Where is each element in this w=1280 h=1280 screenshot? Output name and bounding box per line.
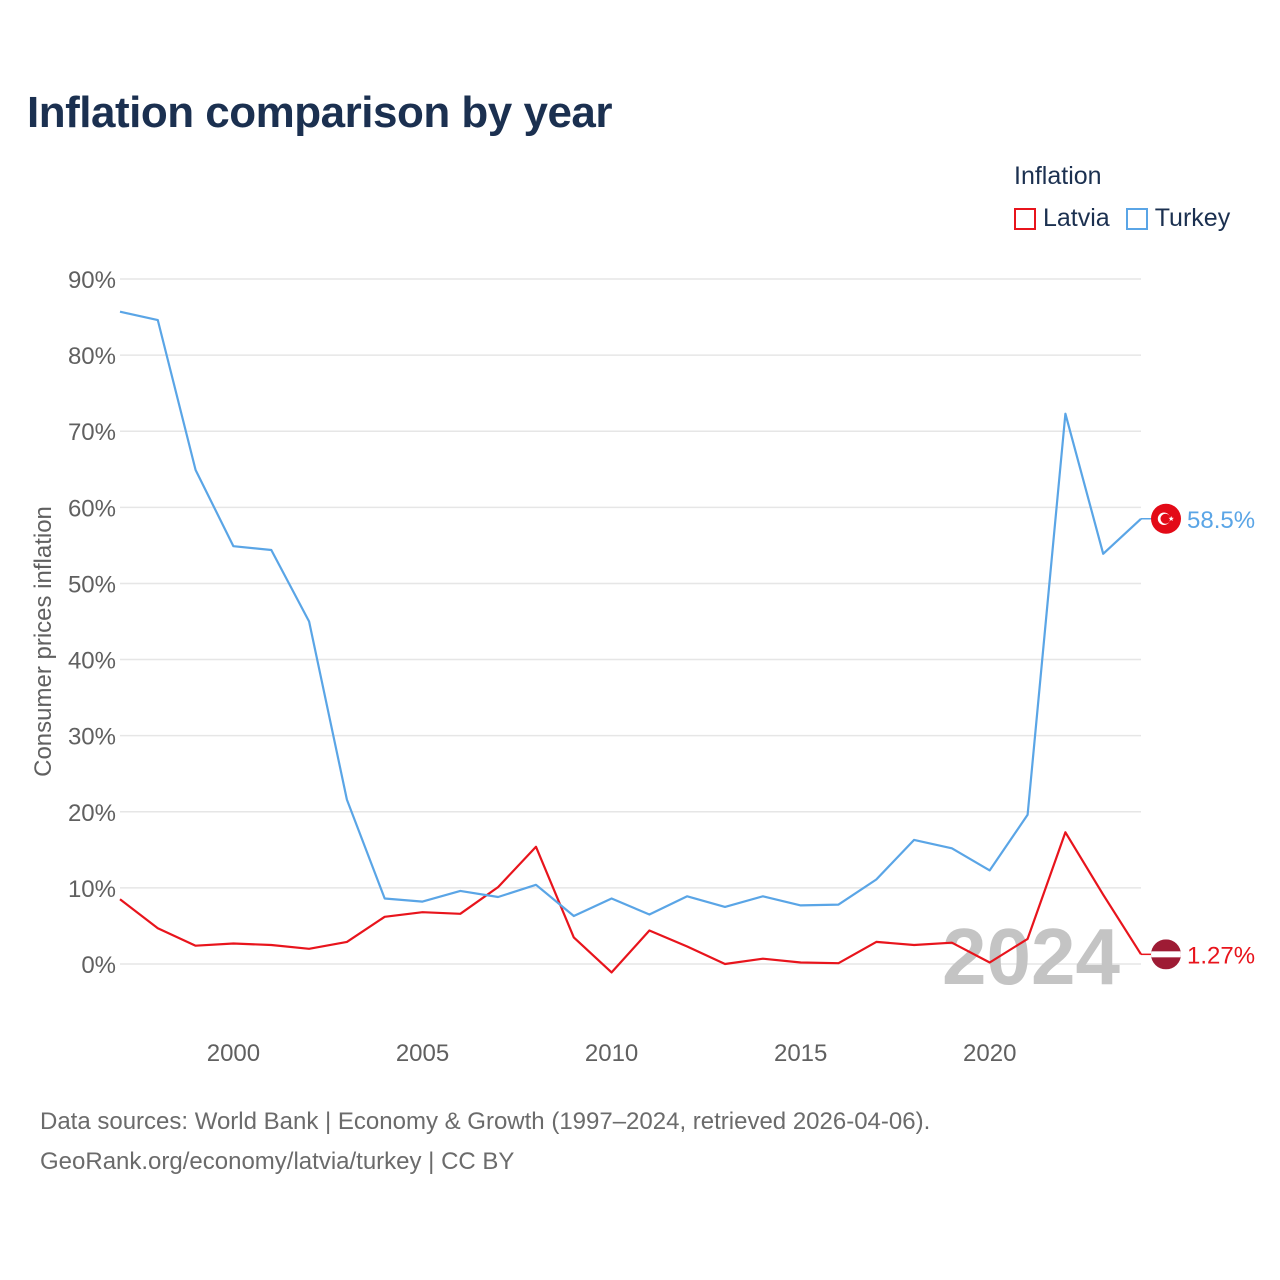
y-tick-label: 20% — [68, 800, 116, 827]
series-line-latvia — [119, 831, 1142, 974]
footer-sources: Data sources: World Bank | Economy & Gro… — [40, 1108, 931, 1135]
series-line-turkey — [119, 310, 1142, 918]
legend: Latvia Turkey — [1014, 204, 1246, 233]
footer-attribution: GeoRank.org/economy/latvia/turkey | CC B… — [40, 1148, 515, 1175]
chart-title: Inflation comparison by year — [27, 88, 613, 137]
flag-stripe — [1151, 951, 1181, 958]
x-tick-label: 2020 — [963, 1040, 1016, 1067]
x-tick-label: 2015 — [774, 1040, 827, 1067]
y-tick-label: 10% — [68, 876, 116, 903]
y-tick-label: 70% — [68, 419, 116, 446]
y-tick-label: 60% — [68, 495, 116, 522]
end-value-label-latvia: 1.27% — [1187, 942, 1255, 969]
legend-item-turkey[interactable]: Turkey — [1125, 204, 1231, 233]
y-tick-label: 80% — [68, 343, 116, 370]
y-tick-label: 90% — [68, 267, 116, 294]
end-label-layer: 1.27% 58.5% — [1141, 503, 1255, 970]
y-axis-title: Consumer prices inflation — [30, 506, 57, 777]
y-tick-label: 40% — [68, 648, 116, 675]
y-tick-label: 30% — [68, 724, 116, 751]
legend-swatch-latvia — [1014, 207, 1036, 230]
x-tick-label: 2010 — [585, 1040, 638, 1067]
legend-label-latvia: Latvia — [1043, 204, 1110, 232]
legend-label-turkey: Turkey — [1154, 204, 1231, 232]
legend-swatch-turkey — [1125, 207, 1148, 230]
legend-title: Inflation — [1014, 162, 1102, 190]
legend-item-latvia[interactable]: Latvia — [1014, 204, 1110, 233]
y-tick-label: 50% — [68, 571, 116, 598]
y-tick-label: 0% — [81, 952, 116, 979]
flag-star — [1168, 515, 1174, 522]
grid-layer — [120, 278, 1141, 965]
x-tick-label: 2005 — [396, 1040, 449, 1067]
flag-icon-latvia — [1151, 939, 1181, 970]
axis-layer: 0% 10% 20% 30% 40% 50% 60% 70% 80% 90% 2000 2005 201… — [30, 267, 1016, 1067]
series-layer — [119, 310, 1142, 974]
x-tick-label: 2000 — [207, 1040, 260, 1067]
flag-crescent-inner — [1160, 513, 1171, 524]
end-value-label-turkey: 58.5% — [1187, 507, 1255, 534]
flag-icon-turkey — [1151, 503, 1181, 534]
